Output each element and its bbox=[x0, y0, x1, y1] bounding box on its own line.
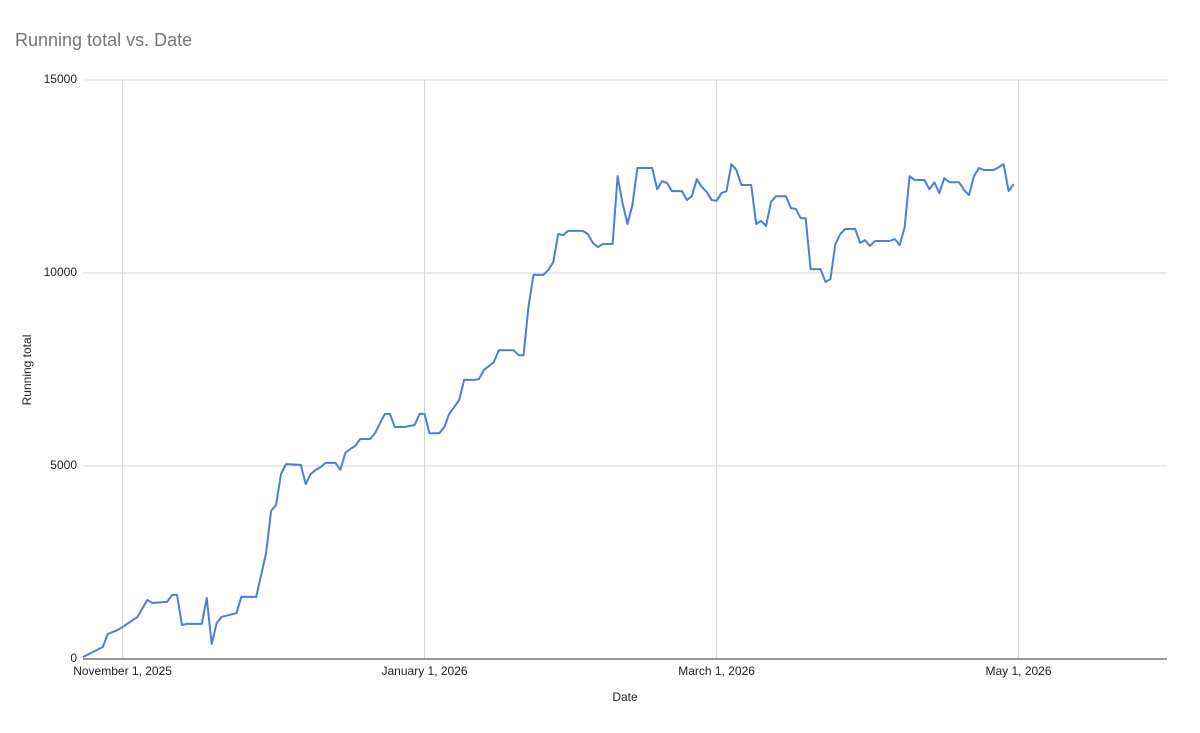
x-tick-label: May 1, 2026 bbox=[985, 664, 1051, 678]
x-tick-label: November 1, 2025 bbox=[73, 664, 172, 678]
y-tick-label: 0 bbox=[70, 651, 77, 665]
x-tick-label: March 1, 2026 bbox=[678, 664, 755, 678]
x-axis-label: Date bbox=[612, 690, 638, 704]
x-tick-label: January 1, 2026 bbox=[382, 664, 468, 678]
chart-title: Running total vs. Date bbox=[15, 30, 192, 50]
y-tick-label: 10000 bbox=[44, 265, 78, 279]
y-tick-label: 15000 bbox=[44, 72, 78, 86]
y-tick-label: 5000 bbox=[50, 458, 77, 472]
data-line bbox=[82, 163, 1015, 658]
y-axis-label: Running total bbox=[20, 335, 34, 406]
